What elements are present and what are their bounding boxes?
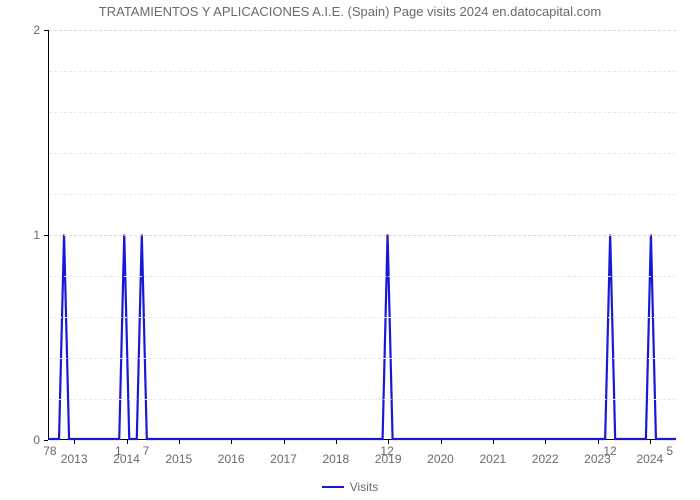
series-line-visits	[49, 235, 676, 440]
gridline-minor	[49, 194, 676, 195]
x-tick-label: 2022	[532, 452, 559, 466]
x-tick-mark	[336, 440, 337, 444]
gridline-minor	[49, 317, 676, 318]
chart-container: TRATAMIENTOS Y APLICACIONES A.I.E. (Spai…	[0, 0, 700, 500]
x-tick-mark	[231, 440, 232, 444]
x-tick-label: 2021	[479, 452, 506, 466]
y-tick-mark	[44, 30, 48, 31]
data-label: 12	[603, 444, 616, 458]
x-tick-mark	[650, 440, 651, 444]
gridline-minor	[49, 153, 676, 154]
x-tick-label: 2016	[218, 452, 245, 466]
gridline-minor	[49, 358, 676, 359]
y-tick-label: 0	[10, 433, 40, 447]
legend-label: Visits	[350, 480, 378, 494]
gridline-minor	[49, 276, 676, 277]
plot-area	[48, 30, 676, 440]
data-label: 7	[143, 444, 150, 458]
data-label: 1	[115, 444, 122, 458]
chart-title: TRATAMIENTOS Y APLICACIONES A.I.E. (Spai…	[0, 4, 700, 19]
data-label: 78	[43, 444, 56, 458]
y-tick-mark	[44, 235, 48, 236]
data-label: 5	[666, 444, 673, 458]
x-tick-mark	[179, 440, 180, 444]
gridline-major	[49, 235, 676, 236]
gridline-minor	[49, 112, 676, 113]
x-tick-label: 2013	[61, 452, 88, 466]
x-tick-mark	[74, 440, 75, 444]
x-tick-label: 2020	[427, 452, 454, 466]
data-label: 12	[380, 444, 393, 458]
legend-swatch	[322, 486, 344, 488]
gridline-minor	[49, 71, 676, 72]
gridline-minor	[49, 399, 676, 400]
x-tick-label: 2024	[636, 452, 663, 466]
y-tick-mark	[44, 440, 48, 441]
x-tick-mark	[598, 440, 599, 444]
gridline-major	[49, 30, 676, 31]
legend: Visits	[0, 475, 700, 494]
x-tick-mark	[545, 440, 546, 444]
x-tick-mark	[493, 440, 494, 444]
x-tick-mark	[441, 440, 442, 444]
x-tick-label: 2017	[270, 452, 297, 466]
x-tick-mark	[284, 440, 285, 444]
y-tick-label: 2	[10, 23, 40, 37]
y-tick-label: 1	[10, 228, 40, 242]
legend-item-visits: Visits	[322, 480, 378, 494]
x-tick-label: 2015	[165, 452, 192, 466]
x-tick-label: 2018	[322, 452, 349, 466]
x-tick-mark	[127, 440, 128, 444]
